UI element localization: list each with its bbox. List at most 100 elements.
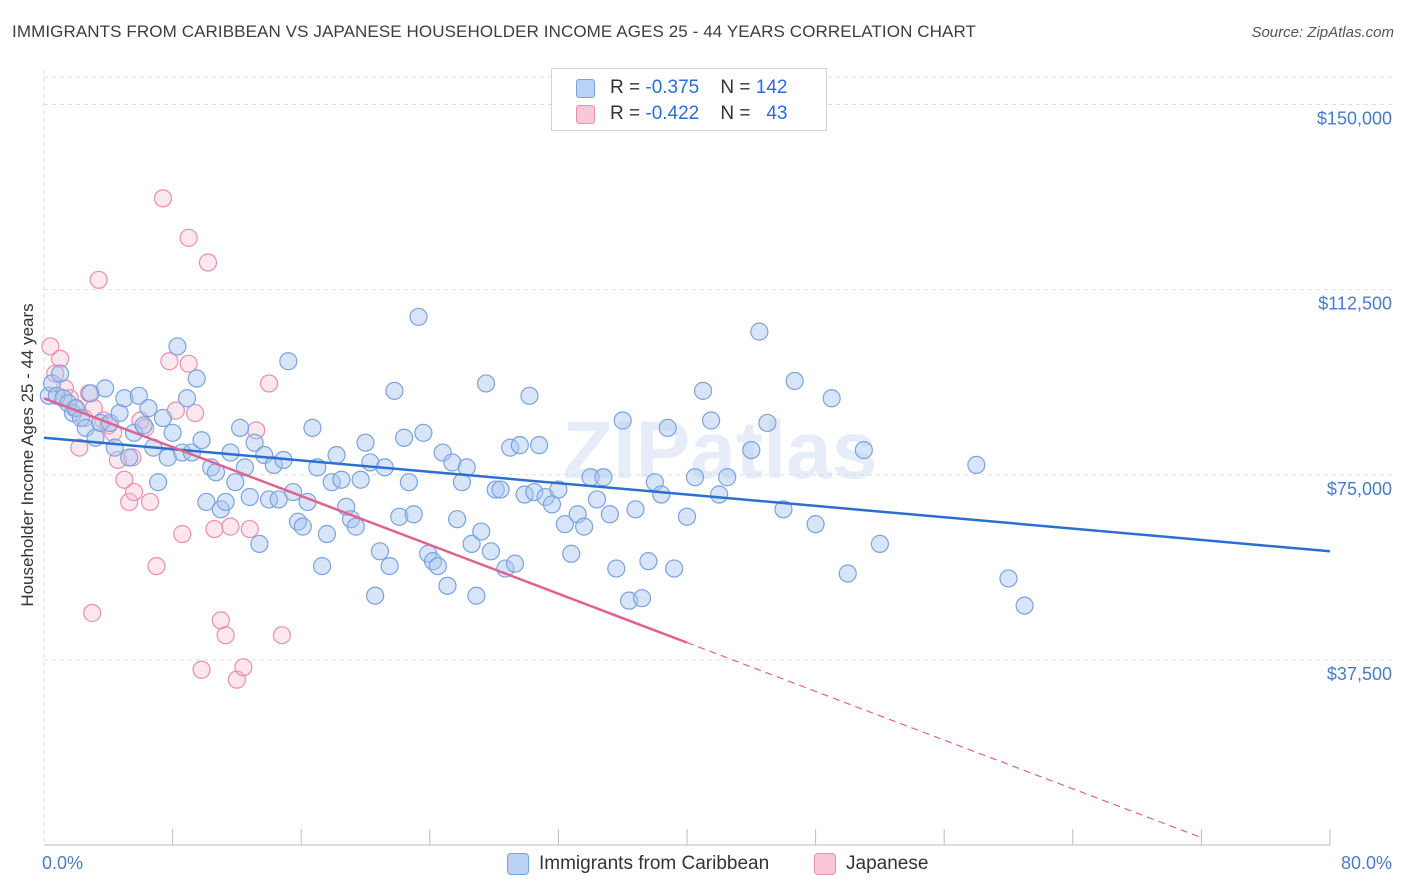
japanese-trend-line: [43, 397, 688, 644]
caribbean-point: [652, 485, 671, 504]
caribbean-point: [269, 490, 288, 509]
caribbean-point: [264, 455, 283, 475]
caribbean-point: [491, 480, 510, 499]
bottom-legend-label: Immigrants from Caribbean: [539, 853, 770, 874]
caribbean-point: [443, 453, 462, 472]
chart-title: IMMIGRANTS FROM CARIBBEAN VS JAPANESE HO…: [12, 22, 977, 41]
caribbean-point: [562, 544, 581, 563]
caribbean-point: [50, 364, 70, 383]
legend-r-label: R =: [610, 103, 646, 124]
caribbean-point: [120, 448, 139, 467]
japanese-point: [120, 492, 139, 512]
caribbean-point: [702, 411, 721, 430]
caribbean-point: [414, 423, 433, 442]
caribbean-point: [163, 423, 182, 442]
caribbean-point: [774, 500, 793, 519]
caribbean-point: [404, 505, 423, 524]
japanese-point: [173, 524, 192, 544]
caribbean-point: [385, 381, 404, 400]
japanese-point: [124, 482, 144, 502]
caribbean-point: [806, 515, 825, 534]
japanese-point: [272, 626, 292, 645]
caribbean-point: [626, 500, 645, 519]
caribbean-point: [245, 433, 264, 452]
caribbean-point: [366, 586, 385, 605]
japanese-point: [70, 438, 89, 457]
japanese-point: [147, 556, 166, 576]
caribbean-point: [346, 517, 365, 536]
caribbean-point: [177, 389, 197, 408]
caribbean-point: [1015, 596, 1034, 615]
japanese-point: [179, 228, 198, 247]
x-tick-label: 0.0%: [42, 853, 83, 873]
y-tick-label: $37,500: [1327, 664, 1392, 684]
caribbean-point: [750, 322, 769, 341]
legend-n-value: 142: [755, 77, 788, 98]
caribbean-point: [600, 505, 619, 524]
caribbean-point: [153, 408, 173, 428]
caribbean-points: [39, 307, 1034, 615]
caribbean-point: [332, 470, 351, 489]
caribbean-point: [409, 307, 428, 326]
japanese-point: [221, 517, 240, 536]
caribbean-point: [613, 411, 632, 430]
caribbean-point: [525, 482, 544, 502]
bottom-legend-label: Japanese: [846, 853, 929, 874]
caribbean-point: [870, 534, 890, 553]
caribbean-point: [250, 534, 269, 553]
caribbean-point: [380, 556, 399, 576]
caribbean-point: [822, 389, 841, 408]
japanese-point: [41, 337, 60, 356]
caribbean-point: [390, 507, 409, 526]
caribbean-point: [327, 445, 346, 465]
japanese-point: [179, 354, 198, 373]
legend-r-value: -0.375: [645, 77, 700, 98]
caribbean-point: [462, 534, 481, 553]
caribbean-point: [76, 418, 95, 437]
caribbean-point: [549, 480, 568, 499]
caribbean-point: [351, 470, 370, 489]
caribbean-point: [95, 379, 115, 398]
legend-n-value: 43: [766, 103, 788, 124]
japanese-point: [198, 253, 218, 272]
caribbean-point: [555, 515, 574, 534]
caribbean-point: [134, 416, 153, 435]
legend-n-label: N =: [720, 103, 756, 124]
caribbean-point: [293, 517, 312, 536]
caribbean-point: [758, 413, 777, 433]
caribbean-point: [639, 552, 658, 571]
legend-r-label: R =: [610, 77, 646, 98]
japanese-point: [83, 603, 102, 623]
legend-swatch-pink: [576, 105, 595, 124]
japanese-point: [216, 626, 235, 645]
bottom-legend-swatch-pink: [814, 853, 836, 875]
caribbean-point: [168, 337, 187, 356]
caribbean-point: [665, 559, 684, 578]
legend-n-label: N =: [720, 77, 756, 98]
caribbean-point: [467, 586, 486, 605]
caribbean-point: [399, 473, 419, 492]
trend-lines: [43, 397, 1331, 839]
caribbean-point: [530, 436, 549, 455]
caribbean-point: [742, 440, 761, 460]
caribbean-point: [139, 399, 158, 418]
y-tick-labels: $37,500 $75,000 $112,500 $150,000: [1317, 109, 1392, 684]
caribbean-point: [587, 490, 607, 509]
japanese-trend-extension: [686, 642, 1202, 839]
japanese-point: [192, 660, 211, 679]
caribbean-point: [370, 542, 390, 561]
caribbean-point: [838, 564, 857, 583]
caribbean-point: [240, 487, 259, 507]
caribbean-point: [476, 374, 496, 393]
caribbean-point: [428, 556, 447, 576]
caribbean-point: [81, 384, 100, 403]
caribbean-point: [303, 418, 322, 437]
caribbean-point: [710, 485, 729, 504]
y-tick-label: $112,500: [1318, 294, 1392, 314]
japanese-point: [160, 352, 179, 371]
caribbean-point: [115, 389, 134, 408]
caribbean-point: [685, 468, 705, 487]
caribbean-point: [356, 433, 375, 452]
source-label: Source: ZipAtlas.com: [1251, 24, 1394, 41]
